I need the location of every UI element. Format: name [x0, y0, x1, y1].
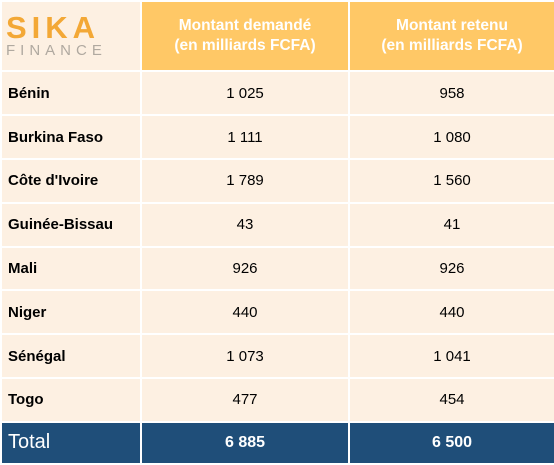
logo-sika-text: SIKA — [6, 9, 101, 45]
country-cell: Togo — [2, 378, 140, 421]
header-requested-line2: (en milliards FCFA) — [174, 37, 316, 55]
header-retained-amount: Montant retenu (en milliards FCFA) — [350, 2, 554, 71]
table-row: Niger 440 440 — [2, 291, 554, 334]
table-body: Bénin 1 025 958 Burkina Faso 1 111 1 080 Côte … — [2, 72, 554, 421]
requested-amount-cell: 1 025 — [142, 72, 348, 115]
header-row: SIKA FINANCE Montant demandé (en milliar… — [2, 2, 554, 71]
requested-amount-cell: 1 111 — [142, 116, 348, 158]
total-requested: 6 885 — [142, 422, 348, 463]
country-cell: Bénin — [2, 72, 140, 115]
country-cell: Niger — [2, 291, 140, 334]
header-requested-line1: Montant demandé — [178, 17, 312, 35]
country-cell: Mali — [2, 247, 140, 290]
country-cell: Côte d'Ivoire — [2, 160, 140, 202]
requested-amount-cell: 1 073 — [142, 335, 348, 377]
requested-amount-cell: 926 — [142, 247, 348, 290]
total-label: Total — [2, 422, 140, 463]
country-cell: Sénégal — [2, 335, 140, 377]
total-retained: 6 500 — [350, 422, 554, 463]
retained-amount-cell: 1 041 — [350, 335, 554, 377]
retained-amount-cell: 41 — [350, 203, 554, 246]
header-retained-line2: (en milliards FCFA) — [381, 37, 523, 55]
requested-amount-cell: 43 — [142, 203, 348, 246]
country-cell: Guinée-Bissau — [2, 203, 140, 246]
requested-amount-cell: 440 — [142, 291, 348, 334]
table-row: Mali 926 926 — [2, 247, 554, 290]
requested-amount-cell: 477 — [142, 378, 348, 421]
header-requested-amount: Montant demandé (en milliards FCFA) — [142, 2, 348, 71]
retained-amount-cell: 958 — [350, 72, 554, 115]
table-row: Burkina Faso 1 111 1 080 — [2, 116, 554, 158]
requested-amount-cell: 1 789 — [142, 160, 348, 202]
retained-amount-cell: 926 — [350, 247, 554, 290]
country-cell: Burkina Faso — [2, 116, 140, 158]
logo-cell: SIKA FINANCE — [2, 2, 140, 71]
total-row: Total 6 885 6 500 — [2, 422, 554, 463]
sika-finance-logo: SIKA FINANCE — [2, 9, 107, 59]
logo-finance-text: FINANCE — [6, 41, 107, 59]
retained-amount-cell: 440 — [350, 291, 554, 334]
table-row: Côte d'Ivoire 1 789 1 560 — [2, 160, 554, 202]
table-row: Togo 477 454 — [2, 378, 554, 421]
table-row: Bénin 1 025 958 — [2, 72, 554, 115]
retained-amount-cell: 454 — [350, 378, 554, 421]
table-row: Guinée-Bissau 43 41 — [2, 203, 554, 246]
table-row: Sénégal 1 073 1 041 — [2, 335, 554, 377]
header-retained-line1: Montant retenu — [396, 17, 508, 35]
retained-amount-cell: 1 560 — [350, 160, 554, 202]
retained-amount-cell: 1 080 — [350, 116, 554, 158]
